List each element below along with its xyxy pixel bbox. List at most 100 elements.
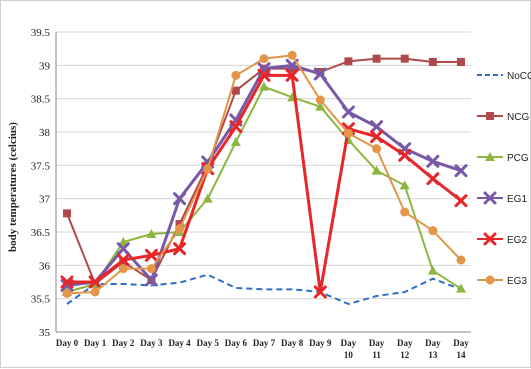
data-point-pcg xyxy=(230,137,241,146)
data-point-pcg xyxy=(202,193,213,203)
data-point-pcg xyxy=(259,81,269,91)
data-point-eg2 xyxy=(426,172,440,186)
data-point-eg3 xyxy=(90,287,100,297)
data-point-ncg xyxy=(400,54,409,63)
legend-label-eg1: EG1 xyxy=(507,194,527,205)
x-tick-label: Day 6 xyxy=(225,338,248,348)
x-tick-label-part: 10 xyxy=(344,350,354,360)
data-point-eg1 xyxy=(341,105,355,119)
data-point-eg2 xyxy=(257,68,271,82)
data-point-eg1 xyxy=(454,164,468,178)
x-tick-label-part: Day 8 xyxy=(281,338,304,348)
data-point-eg2 xyxy=(229,120,243,134)
x-tick-label-part: Day 5 xyxy=(197,338,220,348)
data-point-pcg xyxy=(456,283,466,293)
data-point-eg3 xyxy=(343,128,353,138)
legend-marker-eg1 xyxy=(483,191,497,205)
data-point-pcg xyxy=(146,229,157,238)
legend-label-nocg: NoCG xyxy=(507,71,531,82)
y-tick-label: 35 xyxy=(39,327,51,339)
legend-label-eg2: EG2 xyxy=(507,235,527,246)
data-point-ncg xyxy=(457,58,465,66)
data-point-eg2 xyxy=(173,242,187,256)
data-point-eg2 xyxy=(116,253,130,267)
y-tick-label: 39.5 xyxy=(31,27,51,39)
data-point-eg2 xyxy=(398,148,412,162)
x-tick-label: Day 2 xyxy=(112,338,135,348)
x-tick-label-part: Day 6 xyxy=(225,338,248,348)
data-point-eg1 xyxy=(144,273,158,287)
y-tick-label: 38 xyxy=(39,127,51,139)
data-point-eg1 xyxy=(173,192,187,206)
data-point-eg3 xyxy=(118,264,128,274)
x-tick-label: Day 4 xyxy=(168,338,191,348)
data-point-eg3 xyxy=(315,95,325,105)
data-point-eg2 xyxy=(454,194,468,208)
data-point-eg2 xyxy=(370,130,384,144)
data-point-ncg xyxy=(63,209,71,218)
legend-marker-pcg xyxy=(485,152,495,161)
x-tick-label-part: Day 7 xyxy=(253,338,276,348)
data-point-eg3 xyxy=(203,164,213,174)
y-tick-label: 36 xyxy=(39,260,51,272)
data-point-ncg xyxy=(288,64,297,73)
x-tick-label-part: Day xyxy=(453,338,469,348)
data-point-eg3 xyxy=(400,207,410,217)
data-point-eg3 xyxy=(259,54,269,64)
x-tick-label: Day 1 xyxy=(84,338,107,348)
x-tick-label: Day 13 xyxy=(425,338,441,360)
x-tick-label: Day 3 xyxy=(140,338,163,348)
x-tick-label: Day 10 xyxy=(341,338,357,360)
data-point-ncg xyxy=(344,57,353,66)
legend-marker-eg2 xyxy=(483,232,497,246)
x-tick-label: Day 0 xyxy=(56,338,79,348)
x-tick-label: Day 12 xyxy=(397,338,413,360)
data-point-eg3 xyxy=(428,226,438,236)
legend-label-pcg: PCG xyxy=(507,153,529,164)
legend-marker-eg3 xyxy=(485,275,495,285)
x-tick-label-part: 13 xyxy=(428,350,438,360)
x-tick-label-part: 14 xyxy=(457,350,467,360)
data-point-ncg xyxy=(175,220,184,228)
data-point-pcg xyxy=(371,165,382,175)
data-point-pcg xyxy=(399,180,410,190)
data-point-eg3 xyxy=(231,70,241,80)
data-point-eg3 xyxy=(175,224,185,234)
y-tick-label: 35.5 xyxy=(31,294,51,306)
data-point-ncg xyxy=(372,54,381,63)
series-line-nocg xyxy=(66,273,462,305)
x-tick-label-part: Day xyxy=(341,338,357,348)
x-tick-label-part: Day 3 xyxy=(140,338,163,348)
y-axis-label: body temperatures (celcius) xyxy=(7,122,19,252)
x-tick-label-part: 12 xyxy=(400,350,410,360)
data-point-ncg xyxy=(231,86,240,95)
x-tick-label-part: Day 2 xyxy=(112,338,135,348)
x-tick-label: Day 9 xyxy=(309,338,332,348)
data-point-eg1 xyxy=(370,120,384,134)
data-point-eg3 xyxy=(372,144,382,154)
x-tick-label-part: Day xyxy=(425,338,441,348)
data-point-eg3 xyxy=(146,264,156,274)
data-point-ncg xyxy=(428,58,437,66)
x-tick-label: Day 5 xyxy=(197,338,220,348)
y-tick-label: 39 xyxy=(39,60,51,72)
x-tick-label-part: 11 xyxy=(372,350,381,360)
data-point-eg1 xyxy=(426,154,440,168)
data-point-eg1 xyxy=(313,67,327,81)
x-tick-label: Day 11 xyxy=(369,338,385,360)
y-tick-label: 38.5 xyxy=(31,94,51,106)
data-point-eg2 xyxy=(60,275,74,289)
legend-label-ncg: NCG xyxy=(507,112,529,123)
y-tick-label: 36.5 xyxy=(31,227,51,239)
y-tick-label: 37.5 xyxy=(31,160,51,172)
x-tick-label-part: Day xyxy=(397,338,413,348)
x-tick-label: Day 8 xyxy=(281,338,304,348)
x-tick-label-part: Day 4 xyxy=(168,338,191,348)
x-tick-label: Day 14 xyxy=(453,338,469,360)
x-tick-label: Day 7 xyxy=(253,338,276,348)
data-point-pcg xyxy=(315,101,326,111)
data-point-eg2 xyxy=(313,285,327,299)
x-tick-label-part: Day 0 xyxy=(56,338,79,348)
